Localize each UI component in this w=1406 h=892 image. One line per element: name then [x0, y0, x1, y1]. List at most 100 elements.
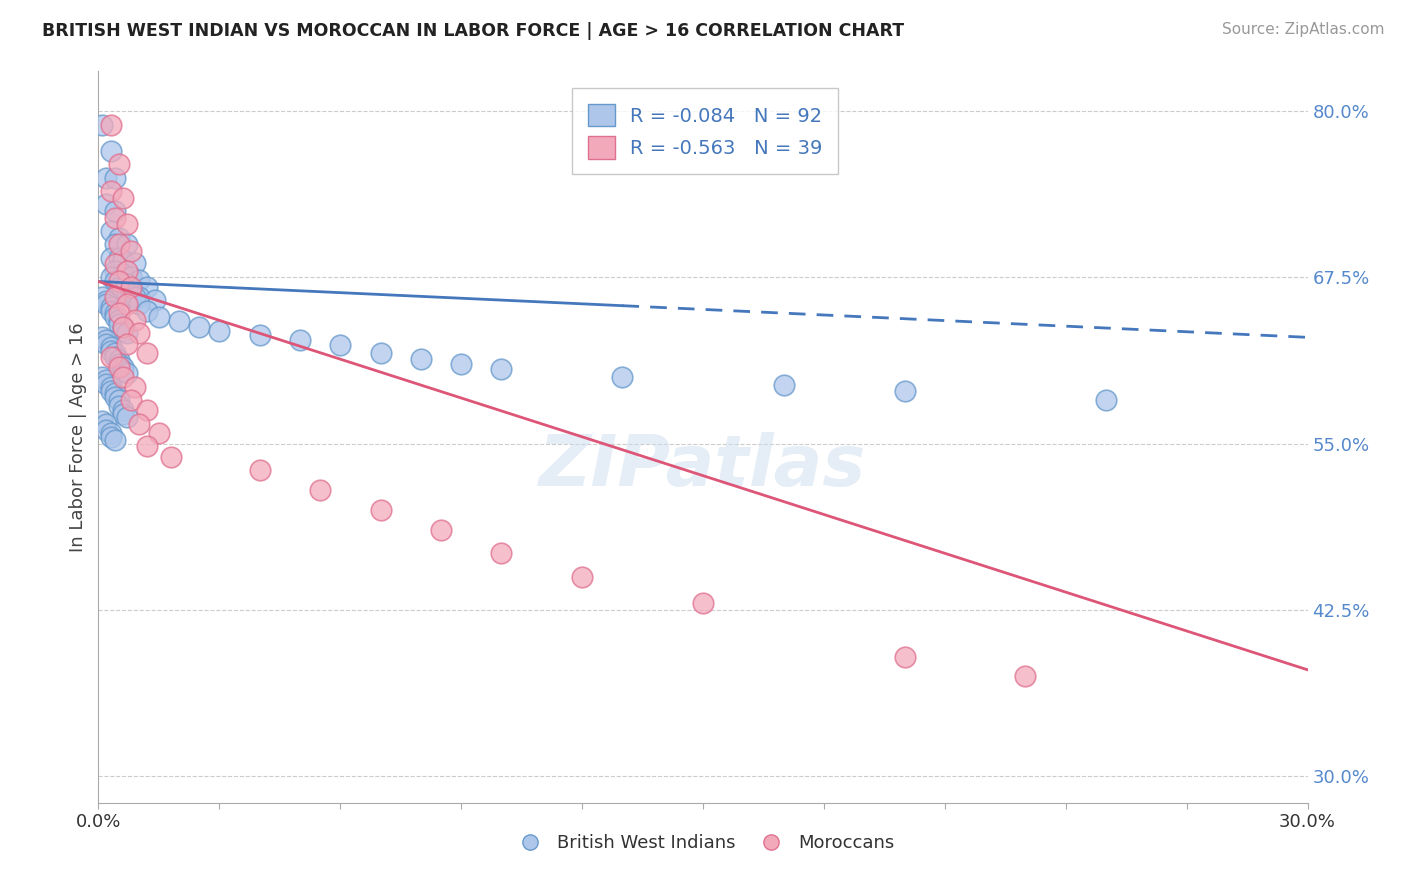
Point: [103, 386, 125, 401]
Y-axis label: In Labor Force | Age > 16: In Labor Force | Age > 16: [69, 322, 87, 552]
Point: [103, 237, 125, 252]
Point: [111, 253, 134, 268]
Point: [128, 273, 150, 287]
Text: BRITISH WEST INDIAN VS MOROCCAN IN LABOR FORCE | AGE > 16 CORRELATION CHART: BRITISH WEST INDIAN VS MOROCCAN IN LABOR…: [42, 22, 904, 40]
Point: [120, 270, 142, 285]
Point: [107, 306, 129, 320]
Point: [107, 359, 129, 374]
Point: [100, 224, 122, 238]
Point: [96, 373, 118, 387]
Point: [124, 256, 146, 270]
Point: [107, 357, 129, 371]
Point: [100, 379, 122, 393]
Point: [115, 287, 138, 301]
Point: [115, 217, 138, 231]
Point: [893, 384, 915, 398]
Text: Source: ZipAtlas.com: Source: ZipAtlas.com: [1222, 22, 1385, 37]
Point: [103, 204, 125, 219]
Point: [107, 230, 129, 244]
Text: ZIPatlas: ZIPatlas: [540, 432, 866, 500]
Point: [1095, 392, 1118, 407]
Point: [100, 351, 122, 365]
Point: [107, 400, 129, 414]
Point: [491, 546, 513, 560]
Point: [135, 403, 157, 417]
Point: [107, 275, 129, 289]
Point: [115, 297, 138, 311]
Point: [124, 379, 146, 393]
Point: [772, 378, 794, 392]
Point: [107, 251, 129, 265]
Point: [100, 300, 122, 314]
Point: [249, 327, 271, 342]
Point: [309, 483, 332, 498]
Point: [103, 290, 125, 304]
Point: [103, 264, 125, 278]
Point: [107, 284, 129, 298]
Point: [450, 357, 472, 371]
Point: [111, 359, 134, 374]
Point: [96, 297, 118, 311]
Point: [103, 275, 125, 289]
Point: [100, 118, 122, 132]
Point: [111, 191, 134, 205]
Point: [120, 392, 142, 407]
Point: [96, 294, 118, 309]
Point: [91, 118, 114, 132]
Point: [107, 313, 129, 327]
Point: [107, 280, 129, 294]
Point: [100, 144, 122, 158]
Point: [115, 237, 138, 252]
Point: [100, 384, 122, 398]
Point: [120, 290, 142, 304]
Legend: British West Indians, Moroccans: British West Indians, Moroccans: [505, 827, 901, 860]
Point: [100, 251, 122, 265]
Point: [612, 370, 634, 384]
Point: [692, 596, 714, 610]
Point: [96, 337, 118, 351]
Point: [100, 340, 122, 354]
Point: [115, 326, 138, 341]
Point: [91, 290, 114, 304]
Point: [103, 390, 125, 404]
Point: [249, 463, 271, 477]
Point: [167, 314, 190, 328]
Point: [115, 366, 138, 380]
Point: [103, 351, 125, 365]
Point: [115, 337, 138, 351]
Point: [188, 319, 211, 334]
Point: [1014, 669, 1036, 683]
Point: [111, 403, 134, 417]
Point: [571, 570, 593, 584]
Point: [409, 351, 432, 366]
Point: [100, 270, 122, 285]
Point: [115, 277, 138, 292]
Point: [370, 346, 392, 360]
Point: [100, 343, 122, 358]
Point: [103, 211, 125, 225]
Point: [124, 313, 146, 327]
Point: [107, 392, 129, 407]
Point: [115, 277, 138, 292]
Point: [103, 310, 125, 325]
Point: [96, 417, 118, 431]
Point: [128, 297, 150, 311]
Point: [329, 338, 352, 352]
Point: [111, 363, 134, 377]
Point: [148, 310, 170, 325]
Point: [124, 290, 146, 304]
Point: [128, 417, 150, 431]
Point: [103, 346, 125, 360]
Point: [100, 184, 122, 198]
Point: [100, 303, 122, 318]
Point: [91, 330, 114, 344]
Point: [100, 426, 122, 441]
Point: [91, 414, 114, 428]
Point: [111, 408, 134, 422]
Point: [96, 170, 118, 185]
Point: [135, 280, 157, 294]
Point: [103, 433, 125, 447]
Point: [96, 197, 118, 211]
Point: [135, 303, 157, 318]
Point: [135, 346, 157, 360]
